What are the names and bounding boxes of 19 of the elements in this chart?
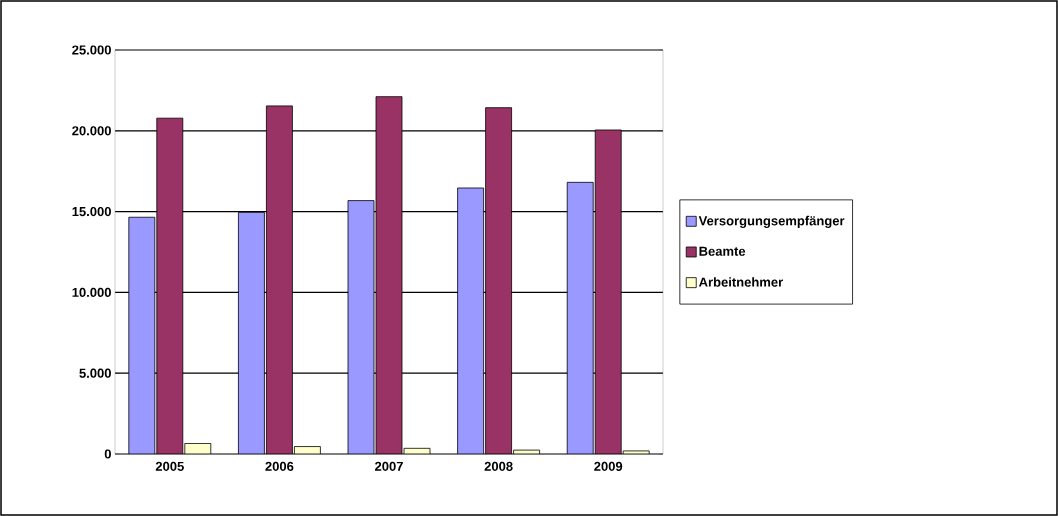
y-tick-label: 10.000 (72, 287, 111, 297)
legend-label: Beamte (699, 246, 746, 256)
bar (457, 187, 485, 454)
y-tick-label: 20.000 (72, 126, 111, 136)
x-tick-label: 2009 (594, 461, 623, 471)
x-tick-label: 2005 (155, 461, 184, 471)
y-tick-label: 15.000 (72, 206, 111, 217)
bar (238, 211, 265, 454)
x-tick-label: 2006 (265, 461, 294, 471)
x-tick-label: 2007 (375, 461, 403, 471)
legend-label: Arbeitnehmer (698, 277, 783, 287)
legend-label: Versorgungsempfänger (698, 215, 845, 229)
y-tick-label: 5.000 (79, 368, 111, 378)
bar (566, 181, 594, 454)
y-tick-label: 0 (104, 449, 111, 459)
bar (347, 200, 375, 454)
x-tick-label: 2008 (484, 461, 513, 471)
bar (128, 216, 156, 454)
y-tick-label: 25.000 (72, 45, 111, 55)
